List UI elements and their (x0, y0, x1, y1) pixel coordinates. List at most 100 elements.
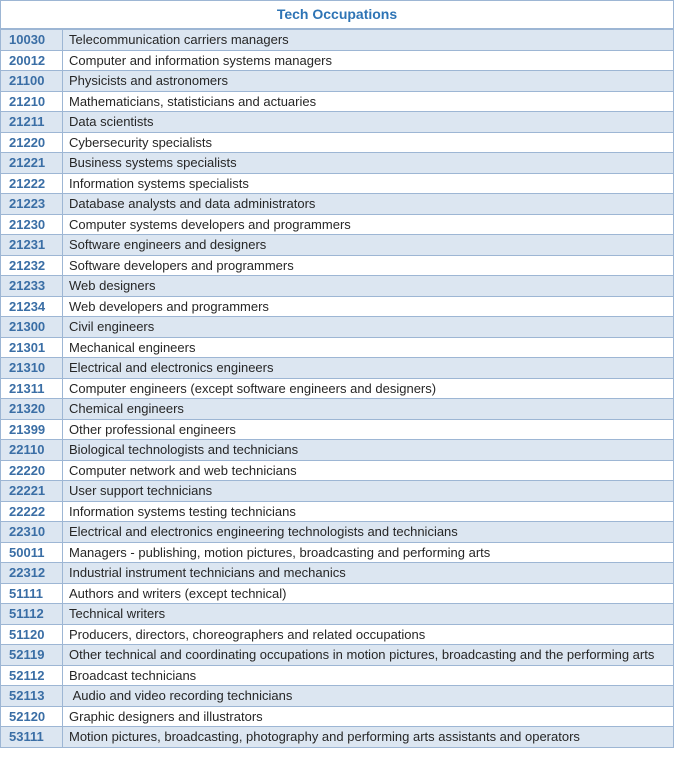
table-row: 21210 Mathematicians, statisticians and a… (0, 90, 674, 112)
table-row: 22110 Biological technologists and techni… (0, 439, 674, 461)
occupation-cell[interactable]: Managers - publishing, motion pictures, … (62, 541, 674, 563)
occupation-cell[interactable]: Telecommunication carriers managers (62, 28, 674, 51)
title-row: Tech Occupations (0, 0, 674, 30)
table-row: 21221 Business systems specialists (0, 152, 674, 174)
code-cell[interactable]: 21310 (0, 357, 63, 379)
occupation-cell[interactable]: Authors and writers (except technical) (62, 582, 674, 604)
table-row: 20012 Computer and information systems ma… (0, 49, 674, 71)
table-row: 21211 Data scientists (0, 111, 674, 133)
occupation-cell[interactable]: Biological technologists and technicians (62, 439, 674, 461)
occupation-cell[interactable]: User support technicians (62, 480, 674, 502)
code-cell[interactable]: 20012 (0, 49, 63, 71)
table-row: 10030 Telecommunication carriers managers (0, 28, 674, 51)
occupation-cell[interactable]: Data scientists (62, 111, 674, 133)
table-row: 21100 Physicists and astronomers (0, 70, 674, 92)
table-row: 21222 Information systems specialists (0, 172, 674, 194)
occupation-cell[interactable]: Broadcast technicians (62, 664, 674, 686)
table-row: 21233 Web designers (0, 275, 674, 297)
occupation-cell[interactable]: Computer network and web technicians (62, 459, 674, 481)
table-row: 21311 Computer engineers (except software… (0, 377, 674, 399)
code-cell[interactable]: 52120 (0, 705, 63, 727)
table-row: 51111 Authors and writers (except technic… (0, 582, 674, 604)
code-cell[interactable]: 22221 (0, 480, 63, 502)
code-cell[interactable]: 51120 (0, 623, 63, 645)
table-row: 21220 Cybersecurity specialists (0, 131, 674, 153)
code-cell[interactable]: 21301 (0, 336, 63, 358)
occupation-cell[interactable]: Electrical and electronics engineering t… (62, 521, 674, 543)
occupation-cell[interactable]: Physicists and astronomers (62, 70, 674, 92)
code-cell[interactable]: 21223 (0, 193, 63, 215)
occupation-cell[interactable]: Computer and information systems manager… (62, 49, 674, 71)
occupation-cell[interactable]: Electrical and electronics engineers (62, 357, 674, 379)
code-cell[interactable]: 21311 (0, 377, 63, 399)
code-cell[interactable]: 22220 (0, 459, 63, 481)
occupation-cell[interactable]: Information systems specialists (62, 172, 674, 194)
occupation-cell[interactable]: Audio and video recording technicians (62, 685, 674, 707)
code-cell[interactable]: 53111 (0, 726, 63, 748)
table-row: 21230 Computer systems developers and pro… (0, 213, 674, 235)
table-row: 52120 Graphic designers and illustrators (0, 705, 674, 727)
occupation-cell[interactable]: Software developers and programmers (62, 254, 674, 276)
code-cell[interactable]: 21221 (0, 152, 63, 174)
occupation-cell[interactable]: Information systems testing technicians (62, 500, 674, 522)
table-row: 22312 Industrial instrument technicians a… (0, 562, 674, 584)
occupation-cell[interactable]: Technical writers (62, 603, 674, 625)
code-cell[interactable]: 21211 (0, 111, 63, 133)
code-cell[interactable]: 21222 (0, 172, 63, 194)
code-cell[interactable]: 52113 (0, 685, 63, 707)
code-cell[interactable]: 21233 (0, 275, 63, 297)
code-cell[interactable]: 21320 (0, 398, 63, 420)
code-cell[interactable]: 10030 (0, 28, 63, 51)
code-cell[interactable]: 21234 (0, 295, 63, 317)
code-cell[interactable]: 21210 (0, 90, 63, 112)
table-row: 21320 Chemical engineers (0, 398, 674, 420)
table-row: 21234 Web developers and programmers (0, 295, 674, 317)
occupation-cell[interactable]: Cybersecurity specialists (62, 131, 674, 153)
occupation-cell[interactable]: Mathematicians, statisticians and actuar… (62, 90, 674, 112)
occupation-cell[interactable]: Computer engineers (except software engi… (62, 377, 674, 399)
occupation-cell[interactable]: Software engineers and designers (62, 234, 674, 256)
table-title: Tech Occupations (0, 0, 674, 30)
code-cell[interactable]: 21230 (0, 213, 63, 235)
code-cell[interactable]: 21231 (0, 234, 63, 256)
occupation-cell[interactable]: Web developers and programmers (62, 295, 674, 317)
occupation-cell[interactable]: Civil engineers (62, 316, 674, 338)
code-cell[interactable]: 22310 (0, 521, 63, 543)
occupation-cell[interactable]: Other professional engineers (62, 418, 674, 440)
occupation-cell[interactable]: Business systems specialists (62, 152, 674, 174)
table-row: 21399 Other professional engineers (0, 418, 674, 440)
code-cell[interactable]: 51111 (0, 582, 63, 604)
code-cell[interactable]: 22110 (0, 439, 63, 461)
table-row: 21310 Electrical and electronics engineer… (0, 357, 674, 379)
table-row: 21300 Civil engineers (0, 316, 674, 338)
code-cell[interactable]: 50011 (0, 541, 63, 563)
occupation-cell[interactable]: Producers, directors, choreographers and… (62, 623, 674, 645)
occupation-cell[interactable]: Database analysts and data administrator… (62, 193, 674, 215)
occupation-cell[interactable]: Computer systems developers and programm… (62, 213, 674, 235)
code-cell[interactable]: 21232 (0, 254, 63, 276)
table-row: 52113 Audio and video recording technici… (0, 685, 674, 707)
table-row: 21231 Software engineers and designers (0, 234, 674, 256)
table-row: 22221 User support technicians (0, 480, 674, 502)
occupation-cell[interactable]: Mechanical engineers (62, 336, 674, 358)
table-row: 51120 Producers, directors, choreographer… (0, 623, 674, 645)
table-row: 22310 Electrical and electronics engineer… (0, 521, 674, 543)
code-cell[interactable]: 52119 (0, 644, 63, 666)
occupation-cell[interactable]: Chemical engineers (62, 398, 674, 420)
table-row: 52112 Broadcast technicians (0, 664, 674, 686)
table-row: 21223 Database analysts and data administ… (0, 193, 674, 215)
code-cell[interactable]: 22312 (0, 562, 63, 584)
table-row: 21301 Mechanical engineers (0, 336, 674, 358)
code-cell[interactable]: 21220 (0, 131, 63, 153)
code-cell[interactable]: 21300 (0, 316, 63, 338)
occupation-cell[interactable]: Graphic designers and illustrators (62, 705, 674, 727)
code-cell[interactable]: 21399 (0, 418, 63, 440)
code-cell[interactable]: 51112 (0, 603, 63, 625)
occupation-cell[interactable]: Industrial instrument technicians and me… (62, 562, 674, 584)
code-cell[interactable]: 52112 (0, 664, 63, 686)
occupation-cell[interactable]: Web designers (62, 275, 674, 297)
code-cell[interactable]: 22222 (0, 500, 63, 522)
occupation-cell[interactable]: Motion pictures, broadcasting, photograp… (62, 726, 674, 748)
occupation-cell[interactable]: Other technical and coordinating occupat… (62, 644, 674, 666)
code-cell[interactable]: 21100 (0, 70, 63, 92)
